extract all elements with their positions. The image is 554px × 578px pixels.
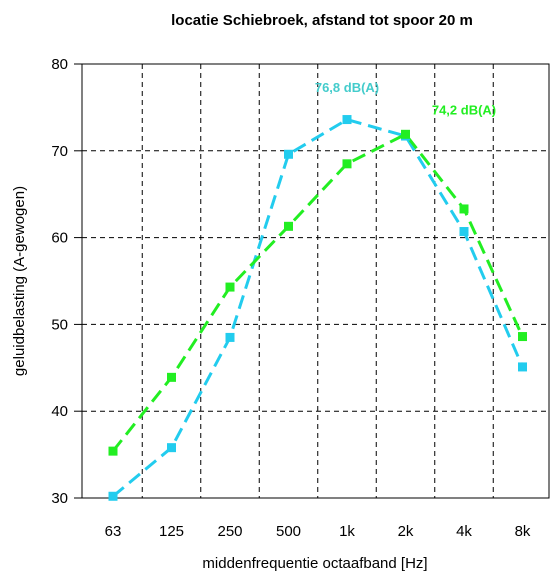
data-point [225,282,235,292]
data-point [342,159,352,169]
x-tick-label: 2k [398,523,414,540]
axis-ticks: 30 40 50 60 70 80 63 125 250 500 1k 2k 4k 8k [51,56,531,540]
x-axis-label: middenfrequentie octaafband [Hz] [202,555,427,572]
x-tick-label: 500 [276,523,301,540]
peak-annotation: 74,2 dB(A) [432,102,496,117]
data-point [459,204,469,214]
series-line [111,132,524,453]
y-tick-label: 40 [51,403,68,420]
data-point [284,149,293,159]
x-tick-label: 125 [159,523,184,540]
data-point [167,372,176,382]
x-tick-label: 1k [339,523,355,540]
data-point [108,491,118,501]
plot-frame [81,63,550,499]
y-tick-label: 50 [51,316,68,333]
data-point [459,227,469,237]
data-point [518,362,527,372]
y-axis-label: geluidbelasting (A-gewogen) [11,186,28,376]
y-tick-label: 60 [51,230,68,247]
data-point [518,332,527,342]
series-layer [108,115,527,501]
x-tick-label: 250 [217,523,242,540]
annotation-layer: 76,8 dB(A) 74,2 dB(A) [315,80,496,118]
x-tick-label: 4k [456,523,472,540]
y-tick-label: 30 [51,490,68,507]
y-tick-label: 80 [51,56,68,73]
data-point [401,129,410,139]
data-point [342,115,352,125]
data-point [167,443,176,453]
data-point [225,332,235,342]
peak-annotation: 76,8 dB(A) [315,80,379,95]
x-tick-label: 8k [515,523,531,540]
series-line [112,118,524,498]
data-point [108,446,118,456]
chart-title: locatie Schiebroek, afstand tot spoor 20… [171,12,473,29]
y-tick-label: 70 [51,143,68,160]
data-point [284,221,293,231]
x-tick-label: 63 [105,523,122,540]
